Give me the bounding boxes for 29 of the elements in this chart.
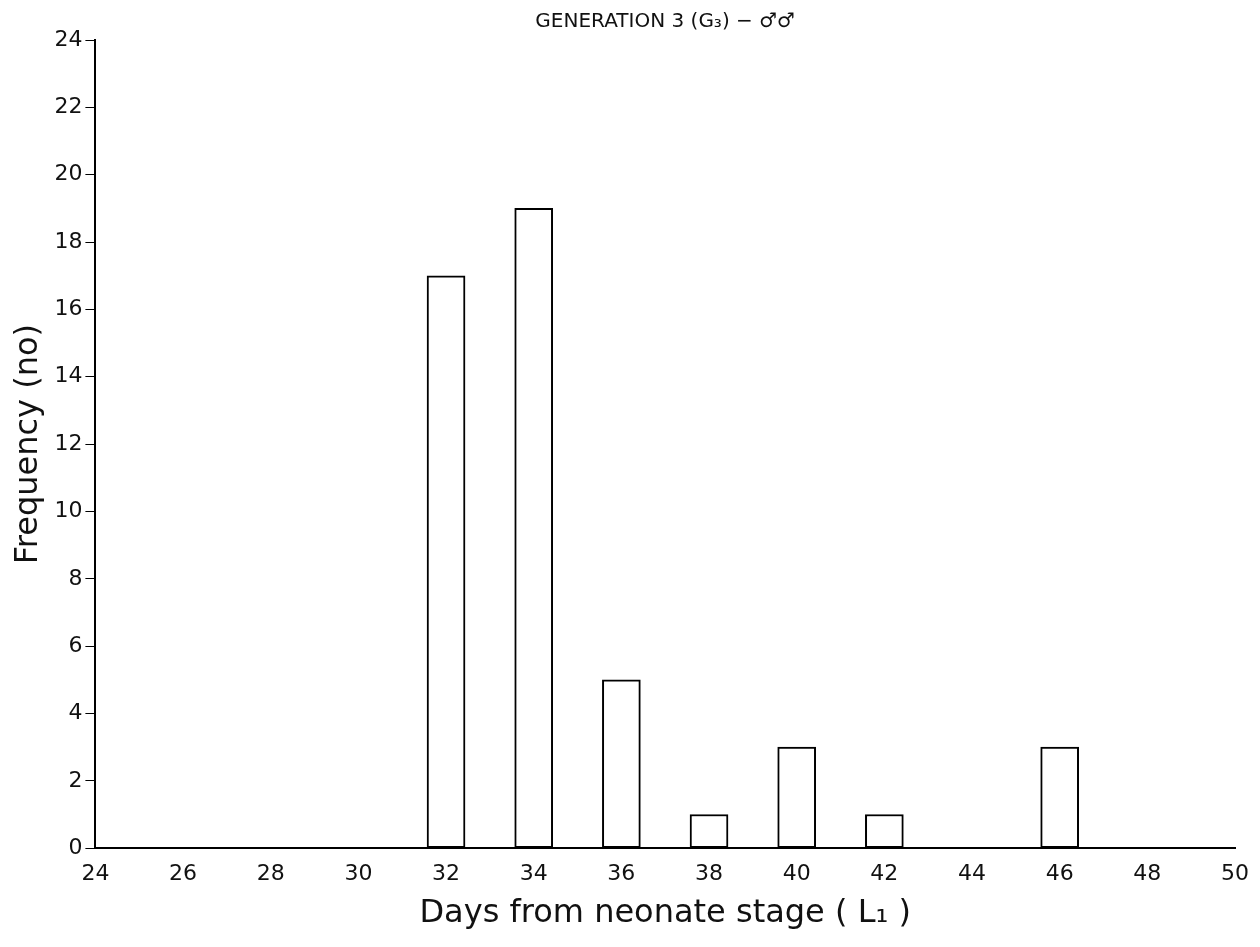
y-tick-label: 4	[68, 699, 83, 725]
x-tick-label: 40	[782, 860, 811, 886]
y-tick-label: 24	[54, 25, 83, 51]
x-tick-label: 30	[344, 860, 373, 886]
x-tick-label: 32	[432, 860, 461, 886]
x-tick-label: 42	[870, 860, 899, 886]
chart-title: GENERATION 3 (G₃) − ♂♂	[535, 8, 796, 33]
x-tick-label: 34	[519, 860, 548, 886]
y-tick-label: 6	[68, 631, 83, 657]
y-tick-label: 18	[54, 227, 83, 253]
y-tick-label: 8	[68, 564, 83, 590]
y-axis-title: Frequency (no)	[6, 323, 45, 565]
y-tick-label: 14	[54, 362, 83, 388]
x-tick-label: 50	[1221, 860, 1249, 886]
x-tick-label: 36	[607, 860, 636, 886]
x-tick-label: 26	[169, 860, 198, 886]
x-tick-label: 38	[695, 860, 724, 886]
x-tick-label: 46	[1045, 860, 1074, 886]
y-tick-label: 16	[54, 295, 83, 321]
y-tick-label: 20	[54, 160, 83, 186]
x-axis-title: Days from neonate stage ( L₁ )	[419, 892, 911, 931]
x-tick-label: 48	[1133, 860, 1162, 886]
y-tick-label: 0	[68, 833, 83, 859]
y-tick-label: 22	[54, 93, 83, 119]
x-tick-label: 28	[256, 860, 285, 886]
y-tick-label: 12	[54, 429, 83, 455]
y-tick-label: 2	[68, 766, 83, 792]
y-tick-label: 10	[54, 497, 83, 523]
x-tick-label: 44	[958, 860, 987, 886]
